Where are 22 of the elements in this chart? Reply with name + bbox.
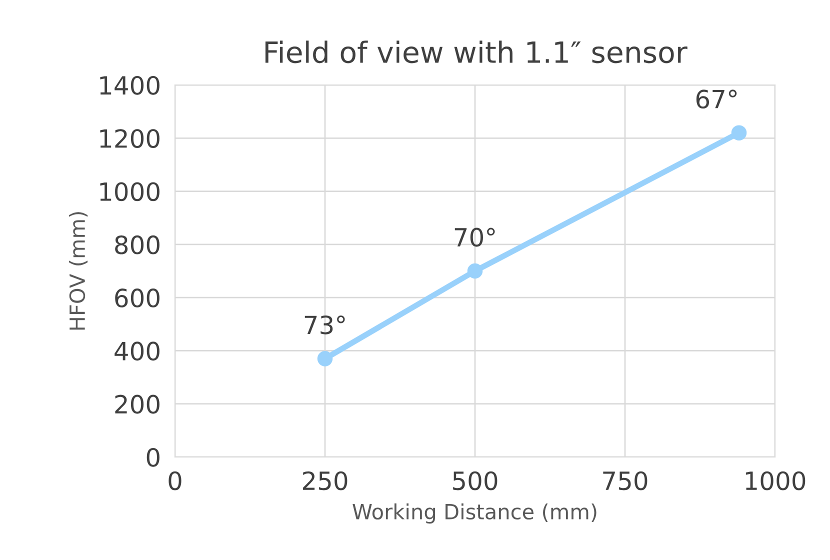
y-tick-label: 0: [146, 448, 160, 467]
y-tick-label: 800: [115, 235, 160, 254]
x-tick-label: 500: [453, 471, 498, 490]
y-tick-label: 400: [114, 342, 160, 361]
x-tick-label: 1000: [746, 471, 806, 490]
y-axis-title: HFOV (mm): [69, 212, 88, 330]
x-tick-label: 0: [168, 471, 182, 490]
x-tick-label: 750: [603, 471, 648, 490]
y-tick-label: 1000: [100, 182, 160, 202]
y-tick-label: 200: [115, 394, 160, 414]
y-tick-label: 1400: [100, 76, 160, 95]
point: [467, 263, 483, 279]
x-axis-title: Working Distance (mm): [352, 503, 596, 524]
x-tick-label: 250: [302, 471, 348, 490]
point: [731, 125, 747, 140]
annotation: 70°: [454, 228, 495, 247]
annotation: 73°: [304, 315, 345, 334]
y-tick-label: 1200: [100, 129, 160, 148]
chart-title: Field of view with 1.1″ sensor: [265, 40, 688, 64]
y-tick-label: 600: [115, 288, 160, 308]
annotation: 67°: [696, 90, 737, 109]
point: [317, 351, 333, 366]
